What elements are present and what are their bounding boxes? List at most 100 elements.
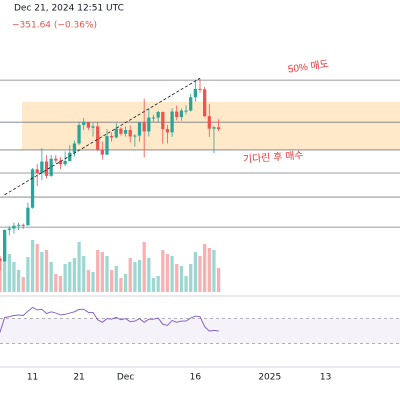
candle-body: [142, 122, 146, 132]
volume-bar: [179, 266, 184, 292]
volume-bar: [7, 254, 11, 292]
volume-bar: [142, 242, 146, 292]
candle-body: [16, 224, 21, 226]
candle-body: [86, 122, 90, 128]
volume-bar: [119, 278, 123, 292]
candle-body: [207, 116, 211, 129]
volume-bar: [216, 268, 221, 292]
candle-body: [216, 127, 221, 130]
volume-bar: [58, 276, 63, 292]
candle-body: [49, 158, 53, 176]
volume-bar: [184, 276, 188, 292]
candle-body: [128, 130, 132, 137]
candle-body: [7, 228, 11, 230]
volume-bar: [63, 264, 67, 292]
rsi-band: [0, 318, 400, 344]
volume-bar: [207, 248, 211, 292]
volume-bar: [110, 270, 114, 292]
volume-bar: [40, 252, 44, 292]
candle-body: [156, 112, 160, 118]
candle-body: [0, 258, 2, 262]
x-tick-label: 11: [27, 373, 38, 383]
candle-body: [203, 89, 207, 117]
candle-body: [3, 229, 7, 262]
candle-body: [198, 88, 202, 90]
volume-bar: [3, 237, 7, 292]
candle-body: [179, 110, 184, 118]
volume-bar: [193, 252, 197, 292]
volume-bar: [72, 258, 77, 292]
candle-body: [40, 161, 44, 174]
x-tick-label: Dec: [117, 373, 134, 383]
candle-body: [114, 128, 118, 138]
candle-body: [165, 129, 170, 133]
candle-body: [147, 117, 151, 132]
volume-bar: [91, 272, 95, 292]
volume-bar: [82, 256, 86, 292]
volume-bar: [105, 256, 109, 292]
volume-bar: [96, 250, 100, 292]
candle-body: [119, 128, 123, 134]
candle-body: [77, 124, 81, 144]
volume-bar: [198, 256, 202, 292]
candle-body: [91, 126, 95, 128]
volume-bar: [133, 262, 137, 292]
annotation: 기다린 후 매수: [243, 149, 304, 165]
volume-bar: [26, 257, 30, 292]
annotation: 50% 매도: [287, 58, 329, 76]
candle-body: [26, 207, 30, 226]
volume-bar: [54, 274, 58, 292]
volume-bar: [77, 242, 81, 292]
volume-bar: [100, 252, 104, 292]
candle-body: [96, 126, 100, 150]
volume-bar: [161, 250, 165, 292]
volume-bar: [49, 262, 53, 292]
volume-bar: [12, 262, 16, 292]
volume-bar: [137, 260, 142, 292]
candle-body: [189, 97, 193, 111]
candle-body: [100, 149, 104, 155]
candle-body: [82, 122, 86, 125]
volume-bar: [147, 258, 151, 292]
candle-body: [193, 88, 197, 98]
candle-body: [54, 158, 58, 161]
candle-body: [63, 161, 67, 165]
volume-bar: [212, 250, 216, 292]
candle-body: [175, 111, 179, 118]
rsi-line: [0, 306, 219, 333]
candle-body: [184, 110, 188, 112]
volume-bar: [114, 266, 118, 292]
volume-bar: [170, 256, 174, 292]
volume-bar: [203, 244, 207, 292]
candle-body: [110, 136, 114, 138]
candle-body: [170, 111, 174, 133]
candle-body: [72, 143, 77, 153]
volume-bar: [16, 270, 21, 292]
volume-bar: [0, 262, 2, 292]
volume-bar: [68, 262, 72, 292]
candle-body: [44, 161, 49, 176]
volume-bar: [86, 270, 90, 292]
x-tick-label: 21: [73, 373, 84, 383]
x-tick-label: 16: [190, 373, 202, 383]
volume-bar: [175, 264, 179, 292]
volume-bar: [189, 264, 193, 292]
volume-bar: [44, 250, 49, 292]
candle-body: [12, 225, 16, 229]
volume-bar: [35, 244, 39, 292]
zone: [22, 101, 400, 150]
candle-body: [105, 136, 109, 155]
candle-body: [161, 112, 165, 130]
candle-body: [137, 122, 142, 136]
candle-body: [68, 152, 72, 162]
candle-body: [133, 135, 137, 137]
candle-body: [212, 127, 216, 129]
volume-bar: [123, 274, 128, 292]
volume-bar: [151, 278, 156, 292]
candle-body: [35, 169, 39, 174]
x-tick-label: 13: [320, 373, 331, 383]
x-tick-label: 2025: [258, 373, 281, 383]
trendline: [4, 77, 201, 196]
